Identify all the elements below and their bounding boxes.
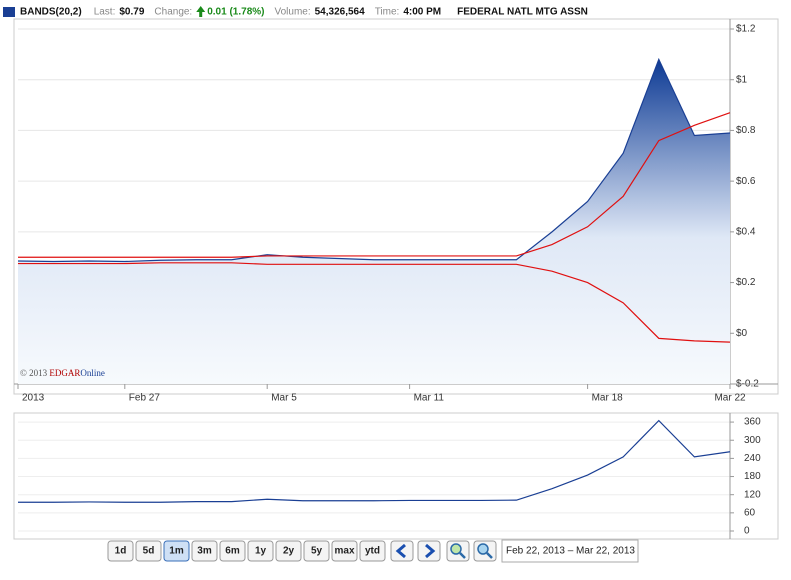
x-tick-label: Mar 18 [592,393,624,404]
range-button-label: max [334,546,354,557]
copyright: © 2013 EDGAROnline [20,368,105,378]
range-button-bg [275,540,302,562]
range-button[interactable]: 1d [107,540,134,562]
field-label: Change: [154,7,192,18]
y-tick-label: $1 [736,74,748,85]
zoom-out[interactable] [473,540,497,562]
copyright-brand: EDGAR [49,368,80,378]
price-area [18,59,730,385]
y-tick-label: 180 [744,471,761,482]
y-tick-label: $1.2 [736,24,756,35]
date-range-box[interactable] [501,539,639,563]
range-button-bg [359,540,386,562]
legend-label: BANDS(20,2) [20,7,82,18]
zoom-in[interactable] [446,540,470,562]
y-tick-label: 0 [744,526,750,537]
field-value: $0.79 [119,7,144,18]
x-tick-label: Feb 27 [129,393,161,404]
range-button-bg [191,540,218,562]
price-line [17,57,731,263]
range-button[interactable]: 2y [275,540,302,562]
range-button-label: 5y [311,546,323,557]
range-button[interactable]: 6m [219,540,246,562]
up-arrow [196,6,206,17]
copyright-symbol: © 2013 [20,368,48,378]
header: BANDS(20,2) Last: $0.79 Change: 0.01 (1.78%)… [3,6,588,18]
range-button-bg [331,540,358,562]
field-value: 0.01 (1.78%) [207,7,264,18]
range-button-label: 5d [143,546,155,557]
range-button-bg [107,540,134,562]
y-tick-label: $0.2 [736,277,756,288]
range-button[interactable]: ytd [359,540,386,562]
range-button[interactable]: 1y [247,540,274,562]
range-button-bg [303,540,330,562]
range-button-label: ytd [365,546,380,557]
range-button-bg [219,540,246,562]
nav-back[interactable] [390,540,414,562]
range-button-label: 1m [169,546,184,557]
y-tick-label: 240 [744,453,761,464]
range-button[interactable]: 5y [303,540,330,562]
field-label: Last: [94,7,116,18]
range-button-label: 1y [255,546,267,557]
x-tick-label: Mar 11 [414,393,445,404]
range-button-label: 6m [225,546,240,557]
x-tick-label: 2013 [22,393,45,404]
range-button[interactable]: max [331,540,358,562]
range-button[interactable]: 1m [163,540,190,562]
range-button-bg [135,540,162,562]
y-tick-label: $0.6 [736,176,756,187]
x-tick-label: Mar 22 [714,393,746,404]
field-label: Time: [375,7,400,18]
volume-line [18,419,731,503]
range-button[interactable]: 3m [191,540,218,562]
range-button[interactable]: 5d [135,540,162,562]
range-button-label: 1d [115,546,127,557]
y-tick-label: 60 [744,507,756,518]
legend-swatch [3,7,15,17]
field-value: 54,326,564 [315,7,365,18]
volume-chart: 0 60 120 180 240 300 360 [18,413,761,539]
volume-panel [13,412,779,540]
y-tick-label: 300 [744,435,761,446]
range-button-label: 3m [197,546,212,557]
field-value: 4:00 PM [403,7,441,18]
y-tick-label: 120 [744,489,761,500]
y-tick-label: $0 [736,328,748,339]
range-button-bg [163,540,190,562]
x-tick-label: Mar 5 [271,393,297,404]
company-name: FEDERAL NATL MTG ASSN [457,7,588,18]
toolbar: Feb 22, 2013 – Mar 22, 2013 1d 5d 1m 3m 6m 1y… [107,539,639,563]
copyright-suffix: Online [80,368,105,378]
nav-forward[interactable] [417,540,441,562]
range-button-label: 2y [283,546,295,557]
range-button-bg [247,540,274,562]
y-tick-label: $0.4 [736,226,756,237]
band-line [18,112,731,258]
y-tick-label: $0.8 [736,125,756,136]
y-tick-label: 360 [744,417,761,428]
field-label: Volume: [274,7,310,18]
band-line [18,262,731,343]
date-range: Feb 22, 2013 – Mar 22, 2013 [506,546,635,557]
